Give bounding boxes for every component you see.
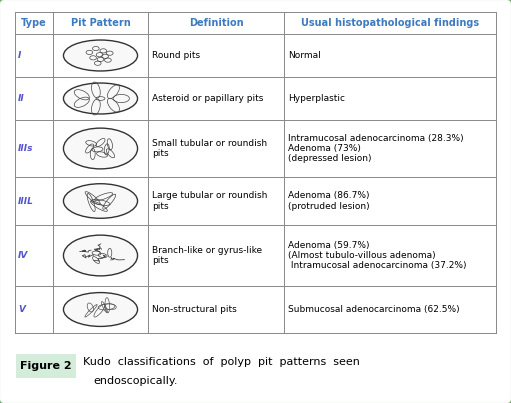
- Text: Large tubular or roundish
pits: Large tubular or roundish pits: [152, 191, 267, 211]
- Ellipse shape: [63, 184, 137, 218]
- Text: Intramucosal adenocarcinoma (28.3%)
Adenoma (73%)
(depressed lesion): Intramucosal adenocarcinoma (28.3%) Aden…: [288, 134, 463, 163]
- Text: II: II: [18, 94, 25, 103]
- Ellipse shape: [63, 128, 137, 169]
- Text: IIIL: IIIL: [18, 197, 34, 206]
- FancyBboxPatch shape: [16, 354, 76, 378]
- Text: V: V: [18, 305, 25, 314]
- Text: Type: Type: [21, 18, 47, 28]
- Text: Submucosal adenocarcinoma (62.5%): Submucosal adenocarcinoma (62.5%): [288, 305, 459, 314]
- Text: Round pits: Round pits: [152, 51, 200, 60]
- Ellipse shape: [63, 40, 137, 71]
- Text: Adenoma (59.7%)
(Almost tubulo-villous adenoma)
 Intramucosal adenocarcinoma (37: Adenoma (59.7%) (Almost tubulo-villous a…: [288, 241, 467, 270]
- Text: Adenoma (86.7%)
(protruded lesion): Adenoma (86.7%) (protruded lesion): [288, 191, 369, 211]
- Text: Definition: Definition: [189, 18, 243, 28]
- Ellipse shape: [63, 235, 137, 276]
- Ellipse shape: [63, 83, 137, 114]
- Text: IIIs: IIIs: [18, 144, 34, 153]
- Text: IV: IV: [18, 251, 29, 260]
- Text: Hyperplastic: Hyperplastic: [288, 94, 345, 103]
- Text: Figure 2: Figure 2: [20, 361, 72, 371]
- Text: Asteroid or papillary pits: Asteroid or papillary pits: [152, 94, 263, 103]
- Text: endoscopically.: endoscopically.: [93, 376, 177, 386]
- Text: Non-structural pits: Non-structural pits: [152, 305, 237, 314]
- Text: I: I: [18, 51, 21, 60]
- Text: Kudo  classifications  of  polyp  pit  patterns  seen: Kudo classifications of polyp pit patter…: [83, 357, 360, 367]
- Ellipse shape: [63, 293, 137, 326]
- Text: Branch-like or gyrus-like
pits: Branch-like or gyrus-like pits: [152, 246, 262, 265]
- Text: Normal: Normal: [288, 51, 321, 60]
- Text: Small tubular or roundish
pits: Small tubular or roundish pits: [152, 139, 267, 158]
- Text: Pit Pattern: Pit Pattern: [71, 18, 130, 28]
- Text: Usual histopathological findings: Usual histopathological findings: [301, 18, 479, 28]
